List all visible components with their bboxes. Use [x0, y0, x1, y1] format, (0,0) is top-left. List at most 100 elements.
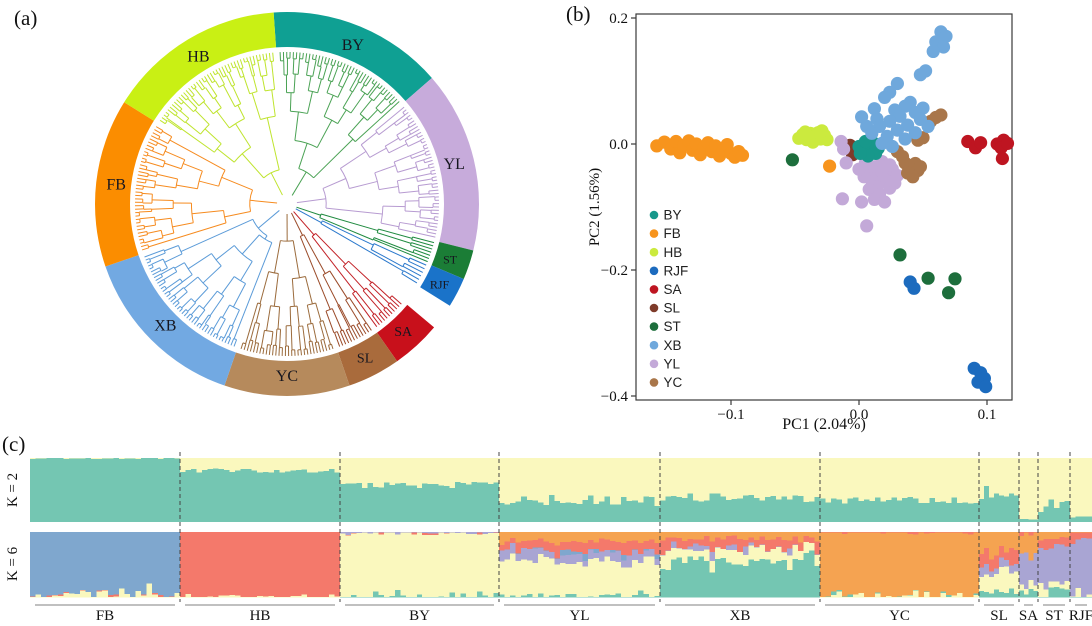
tree-group-label-SL: SL: [357, 351, 373, 366]
pca-point-YC: [913, 160, 927, 174]
pca-point-XB: [898, 99, 912, 113]
legend-dot-RJF: [649, 266, 659, 276]
pca-point-XB: [875, 136, 889, 150]
pca-point-XB: [883, 114, 897, 128]
pca-point-YL: [878, 195, 892, 209]
pca-series-XB: [855, 25, 953, 154]
legend-label-SA: SA: [664, 282, 682, 297]
pca-point-XB: [885, 139, 899, 154]
pca-y-axis-title: PC2 (1.56%): [587, 167, 603, 247]
ring-segment-RJF: [420, 265, 464, 306]
legend-dot-YC: [649, 378, 659, 387]
population-label-HB: HB: [250, 608, 271, 624]
tree-group-label-SA: SA: [394, 325, 413, 340]
legend-label-BY: BY: [664, 208, 682, 223]
pca-point-YL: [867, 192, 881, 206]
pca-point-BY: [853, 146, 867, 160]
legend-item-RJF: RJF: [649, 263, 688, 278]
legend-dot-FB: [649, 229, 659, 238]
legend-dot-HB: [649, 247, 659, 257]
pca-point-XB: [936, 40, 951, 54]
pca-point-XB: [865, 126, 879, 140]
population-segment-BY: [340, 458, 500, 598]
pca-point-HB: [802, 130, 816, 144]
pca-point-YL: [860, 219, 874, 233]
legend-dot-SA: [649, 285, 659, 294]
pca-point-XB: [890, 76, 904, 91]
legend-label-YC: YC: [664, 375, 683, 390]
pca-point-ST: [948, 272, 962, 286]
pca-point-ST: [942, 286, 956, 300]
pca-point-YL: [839, 156, 853, 170]
population-segment-XB: [660, 458, 821, 598]
ring-segment-BY: [273, 12, 432, 101]
tree-branches-YL: [296, 106, 440, 238]
legend-dot-SL: [649, 303, 659, 313]
pca-point-ST: [893, 248, 907, 262]
pca-point-YL: [883, 158, 897, 172]
ring-segment-HB: [124, 12, 277, 121]
population-label-ST: ST: [1045, 608, 1063, 624]
tree-branches-ST: [296, 206, 435, 263]
pca-series-HB: [792, 124, 834, 149]
pca-y-tick-label: 0.2: [609, 11, 628, 27]
pca-point-XB: [890, 123, 904, 137]
population-segment-HB: [180, 458, 341, 598]
panel-c-letter: (c): [2, 432, 26, 456]
pca-point-XB: [908, 126, 922, 140]
k2-row-label: K = 2: [5, 472, 21, 508]
population-segment-YL: [499, 458, 661, 598]
tree-branches-RJF: [295, 208, 427, 284]
population-label-BY: BY: [409, 608, 430, 624]
population-label-SA: SA: [1019, 608, 1038, 624]
legend-dot-ST: [649, 322, 659, 331]
legend-label-XB: XB: [664, 338, 682, 353]
pca-x-tick-label: −0.1: [717, 407, 744, 423]
panel-a-letter: (a): [14, 6, 38, 30]
pca-point-SA: [974, 136, 988, 150]
population-segment-YC: [820, 458, 980, 598]
pca-point-XB: [939, 29, 953, 43]
pca-point-YL: [855, 195, 869, 209]
pca-series-YL: [834, 134, 904, 233]
pca-point-YL: [890, 168, 904, 183]
pca-x-tick-label: 0.1: [978, 407, 997, 423]
pca-series-SA: [961, 133, 1015, 166]
legend-item-SL: SL: [649, 301, 681, 316]
pca-y-tick-label: −0.4: [601, 389, 629, 405]
pca-point-YL: [862, 182, 876, 196]
tree-group-label-YC: YC: [276, 368, 298, 385]
pca-point-XB: [926, 44, 940, 59]
pca-legend: BY FB HB RJF SA SL ST XB YL YC: [649, 208, 688, 390]
pca-point-XB: [878, 90, 892, 104]
admixture-panel: FB HB BY YL XB YC SL SA ST RJF: [30, 452, 1092, 624]
population-label-SL: SL: [990, 608, 1008, 624]
pca-point-SA: [995, 151, 1009, 166]
legend-item-SA: SA: [649, 282, 682, 297]
pca-point-ST: [785, 153, 799, 167]
tree-branches: [135, 51, 440, 356]
admixture-bars: [30, 458, 1092, 598]
legend-item-YC: YC: [649, 375, 683, 390]
pca-point-RJF: [979, 380, 993, 394]
pca-series-ST: [785, 153, 962, 300]
pca-point-XB: [898, 132, 912, 146]
tree-branches-HB: [159, 52, 283, 196]
phylogenetic-tree-panel: BY YL ST RJF SA SL YC XB FB HB: [95, 12, 479, 397]
pca-x-axis-title: PC1 (2.04%): [782, 416, 866, 433]
legend-item-XB: XB: [649, 338, 682, 353]
legend-label-FB: FB: [664, 226, 681, 241]
ring-segment-YL: [405, 78, 479, 251]
tree-group-label-XB: XB: [154, 318, 176, 335]
pca-point-XB: [893, 109, 907, 123]
tree-branches-XB: [144, 210, 280, 347]
tree-group-label-YL: YL: [444, 156, 465, 173]
tree-branches-SL: [290, 212, 372, 347]
legend-dot-BY: [649, 210, 659, 220]
tree-ring: [95, 12, 479, 397]
population-label-RJF: RJF: [1069, 608, 1092, 624]
tree-branches-FB: [135, 126, 278, 251]
legend-label-YL: YL: [664, 356, 681, 371]
legend-item-BY: BY: [649, 208, 682, 223]
